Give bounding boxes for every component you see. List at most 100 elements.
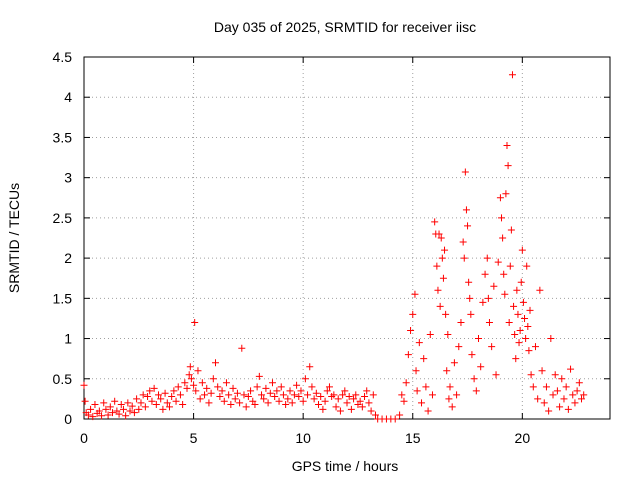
data-point (185, 371, 193, 379)
data-point (159, 405, 167, 413)
data-point (409, 310, 417, 318)
data-point (562, 383, 570, 391)
data-point (191, 318, 199, 326)
data-point (317, 392, 325, 400)
data-point (115, 410, 123, 418)
data-point (371, 411, 379, 419)
data-point (84, 411, 92, 419)
data-point (190, 381, 198, 389)
data-point (144, 392, 152, 400)
data-point (578, 395, 586, 403)
data-point (511, 331, 519, 339)
data-point (315, 401, 323, 409)
data-point (186, 363, 194, 371)
data-point (431, 218, 439, 226)
data-point (345, 392, 353, 400)
x-tick-label: 5 (190, 430, 198, 446)
data-point (282, 401, 290, 409)
data-point (492, 371, 500, 379)
data-point (108, 409, 116, 417)
data-point (152, 401, 160, 409)
data-point (251, 401, 259, 409)
data-point (146, 387, 154, 395)
data-point (174, 383, 182, 391)
data-point (575, 379, 583, 387)
data-point (106, 403, 114, 411)
data-point (411, 290, 419, 298)
plot-frame (83, 56, 611, 420)
data-point (522, 335, 530, 343)
data-point (361, 392, 369, 400)
data-point (459, 238, 467, 246)
data-point (168, 392, 176, 400)
data-point (472, 387, 480, 395)
data-point (187, 375, 195, 383)
data-point (445, 395, 453, 403)
data-point (510, 302, 518, 310)
data-point (531, 343, 539, 351)
y-tick-label: 3 (64, 170, 72, 186)
data-point (356, 397, 364, 405)
data-point (512, 355, 520, 363)
data-point (240, 391, 248, 399)
data-point (460, 254, 468, 262)
data-point (126, 407, 134, 415)
data-point (513, 286, 521, 294)
data-point (231, 395, 239, 403)
data-point (502, 190, 510, 198)
data-point (288, 399, 296, 407)
data-point (299, 397, 307, 405)
data-point (450, 359, 458, 367)
data-point (468, 351, 476, 359)
data-point (461, 168, 469, 176)
data-point (444, 331, 452, 339)
data-point (400, 397, 408, 405)
data-point (516, 327, 524, 335)
data-point (477, 363, 485, 371)
data-point (369, 391, 377, 399)
data-point (506, 262, 514, 270)
data-point (500, 270, 508, 278)
data-point (523, 262, 531, 270)
data-point (141, 403, 149, 411)
data-point (334, 395, 342, 403)
data-point (321, 397, 329, 405)
data-point (490, 282, 498, 290)
data-point (111, 397, 119, 405)
data-point (325, 383, 333, 391)
data-point (293, 381, 301, 389)
data-point (170, 387, 178, 395)
data-point (244, 392, 252, 400)
data-point (323, 387, 331, 395)
data-point (573, 387, 581, 395)
data-point (262, 384, 270, 392)
data-point (580, 391, 588, 399)
data-point (558, 375, 566, 383)
data-point (148, 397, 156, 405)
data-point (89, 413, 97, 421)
data-point (95, 407, 103, 415)
data-point (214, 383, 222, 391)
data-point (407, 327, 415, 335)
data-point (442, 310, 450, 318)
data-point (172, 397, 180, 405)
data-point (220, 397, 228, 405)
data-point (505, 318, 513, 326)
y-tick-label: 1.5 (53, 290, 73, 306)
data-point (398, 391, 406, 399)
data-point (551, 371, 559, 379)
data-point (396, 411, 404, 419)
data-point (104, 411, 112, 419)
data-point (165, 403, 173, 411)
y-tick-label: 3.5 (53, 129, 73, 145)
data-point (179, 401, 187, 409)
data-point (534, 395, 542, 403)
data-point (117, 401, 125, 409)
data-point (467, 310, 475, 318)
data-point (330, 391, 338, 399)
data-point (304, 391, 312, 399)
data-point (157, 395, 165, 403)
data-point (540, 399, 548, 407)
data-point (150, 384, 158, 392)
